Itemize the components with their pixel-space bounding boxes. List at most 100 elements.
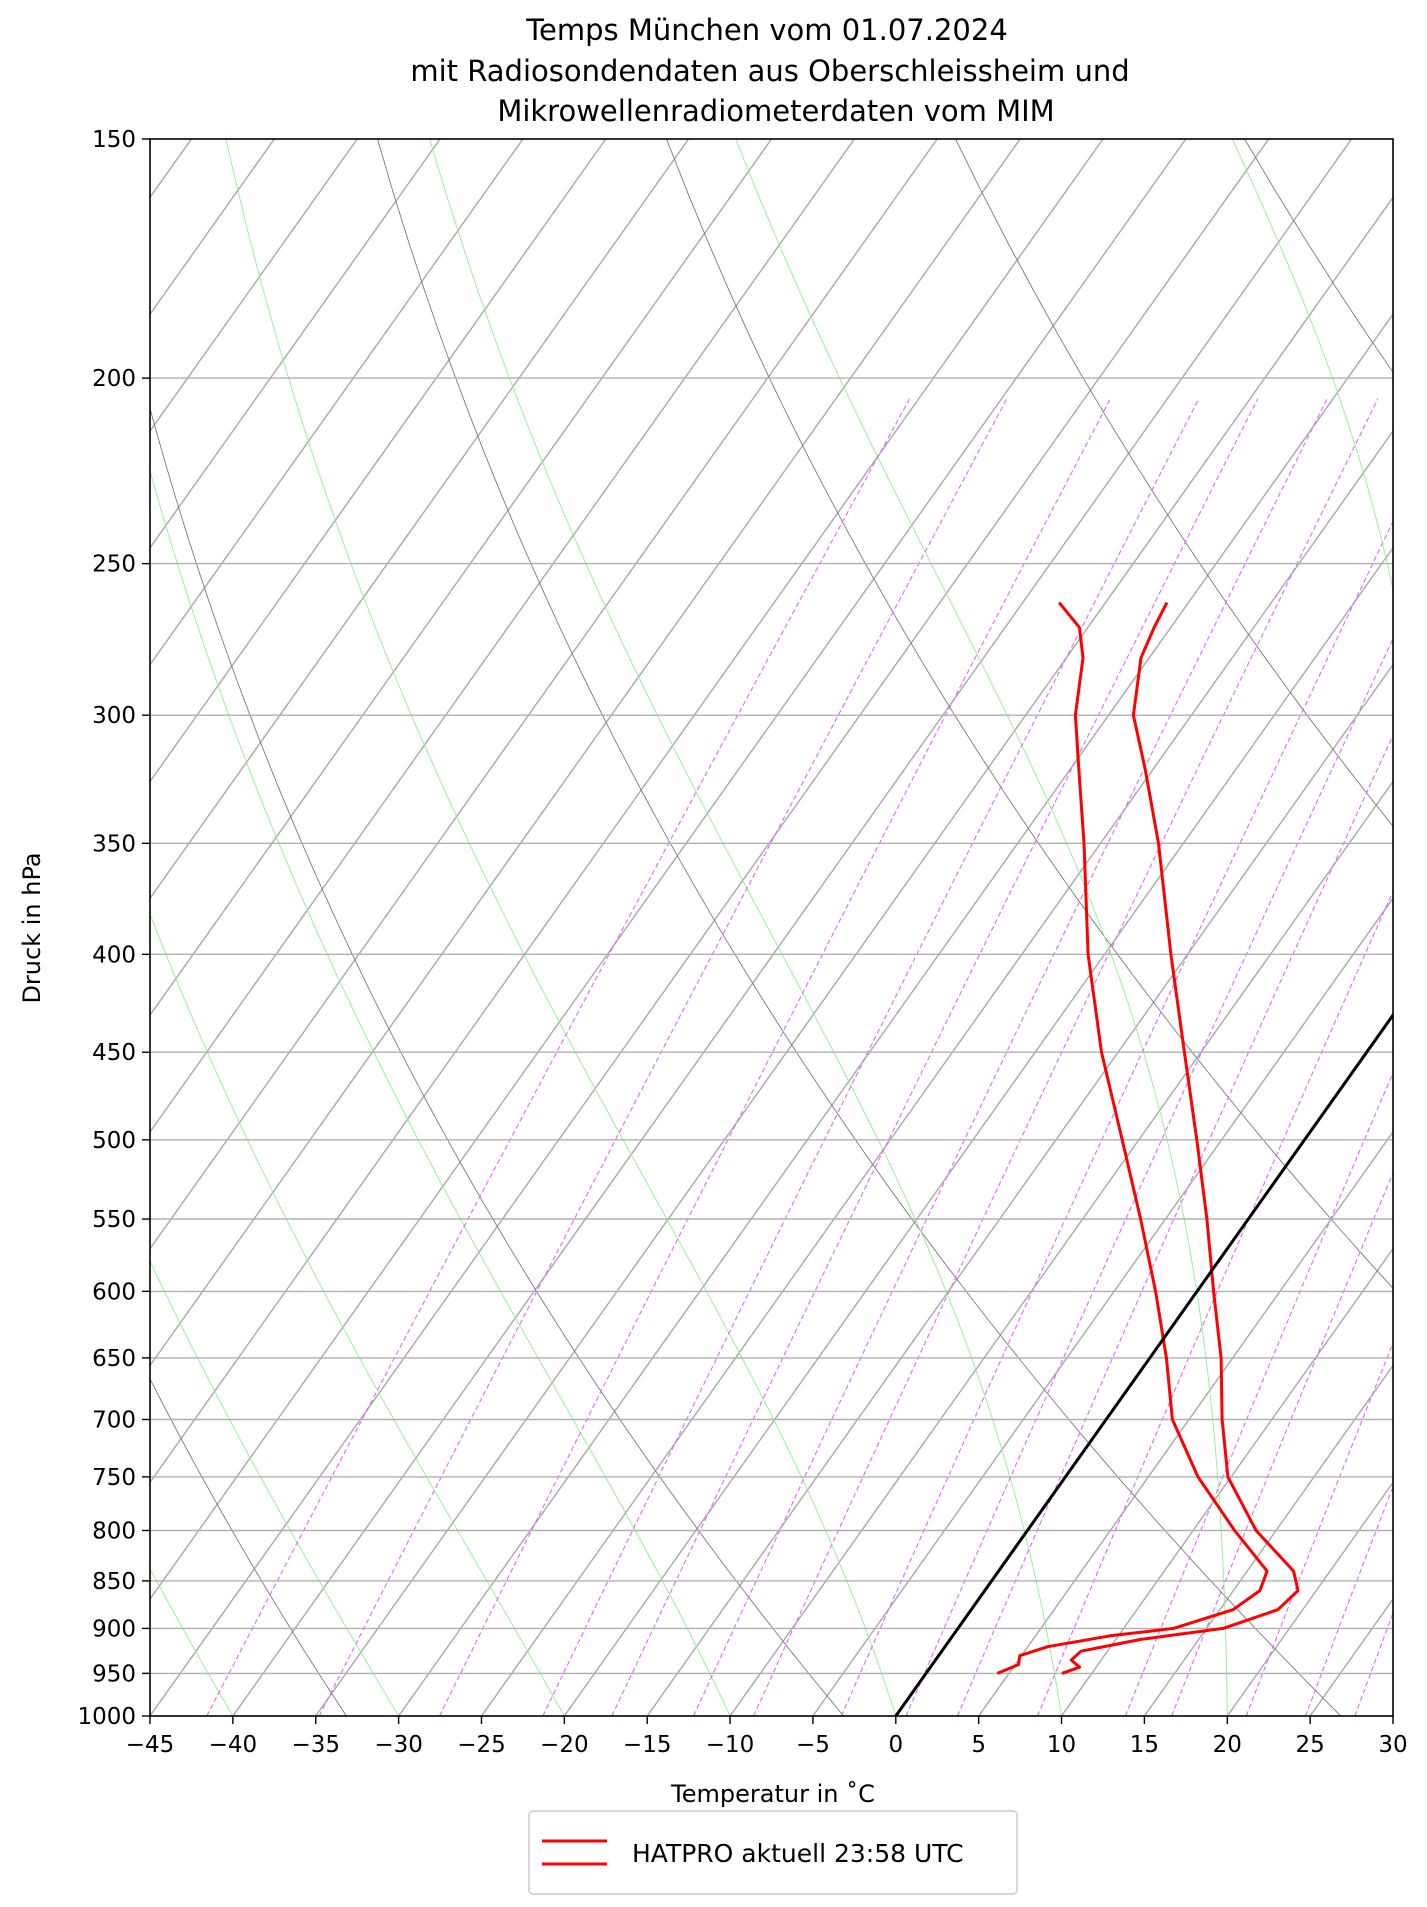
y-tick-label: 600 xyxy=(92,1279,136,1305)
x-tick-label: 0 xyxy=(888,1732,903,1758)
y-tick-label: 500 xyxy=(92,1128,136,1154)
moist-adiabat-line xyxy=(150,1568,234,1716)
y-tick-label: 1000 xyxy=(77,1704,136,1730)
chart-title: Temps München vom 01.07.2024 mit Radioso… xyxy=(410,13,1129,128)
y-tick-label: 750 xyxy=(92,1465,136,1491)
isotherm-line xyxy=(150,139,524,666)
moist-adiabat-line xyxy=(150,913,565,1716)
mixing-ratio-line xyxy=(1171,1171,1393,1716)
y-tick-label: 250 xyxy=(92,552,136,578)
legend-label: HATPRO aktuell 23:58 UTC xyxy=(632,1839,964,1868)
isotherm-line xyxy=(1143,1364,1393,1716)
dewpoint-profile-line xyxy=(996,601,1269,1675)
y-tick-label: 700 xyxy=(92,1408,136,1434)
background-reference-lines xyxy=(150,139,1427,1716)
dry-adiabat-line xyxy=(150,406,844,1716)
x-tick-label: 30 xyxy=(1378,1732,1407,1758)
x-tick-label: 20 xyxy=(1213,1732,1242,1758)
mixing-ratio-line xyxy=(542,398,1200,1716)
x-tick-label: 5 xyxy=(971,1732,986,1758)
x-axis-label: Temperatur in ˚C xyxy=(670,1780,875,1808)
isotherm-line xyxy=(150,139,607,783)
isotherm-line xyxy=(150,139,1187,1601)
x-tick-label: −20 xyxy=(540,1732,589,1758)
isotherm-line xyxy=(646,663,1393,1716)
moist-adiabat-line xyxy=(150,469,731,1716)
mixing-ratio-line xyxy=(611,398,1259,1716)
y-tick-label: 800 xyxy=(92,1519,136,1545)
x-tick-label: −35 xyxy=(291,1732,340,1758)
isotherm-line xyxy=(978,1130,1393,1716)
isotherm-line xyxy=(150,139,773,1017)
y-axis-label: Druck in hPa xyxy=(18,852,46,1003)
y-tick-label: 350 xyxy=(92,831,136,857)
isotherm-line xyxy=(232,139,1353,1716)
moist-adiabat-line xyxy=(150,1260,399,1716)
isotherm-line xyxy=(150,139,690,900)
x-tick-label: −30 xyxy=(374,1732,423,1758)
isotherm-line xyxy=(315,196,1393,1716)
profile-lines xyxy=(894,601,1393,1716)
mixing-ratio-line xyxy=(318,398,1008,1716)
y-tick-label: 300 xyxy=(92,703,136,729)
mixing-ratio-line xyxy=(439,398,1111,1716)
x-tick-label: −5 xyxy=(796,1732,830,1758)
mixing-ratio-line xyxy=(1397,399,1427,1716)
x-tick-label: 10 xyxy=(1047,1732,1076,1758)
isotherm-line xyxy=(729,780,1393,1716)
x-axis-ticks: −45 −40 −35 −30 −25 −20 −15 −10 −5 0 5 10 15 20 25 30 xyxy=(126,1716,1408,1758)
y-tick-label: 950 xyxy=(92,1661,136,1687)
y-tick-label: 150 xyxy=(92,127,136,153)
y-tick-label: 900 xyxy=(92,1616,136,1642)
isotherm-line xyxy=(1060,1247,1393,1716)
plot-frame xyxy=(149,138,1394,1717)
moist-adiabat-line xyxy=(429,139,1062,1716)
mixing-ratio-line xyxy=(1036,890,1393,1716)
isotherm-line xyxy=(812,897,1393,1716)
x-tick-label: −45 xyxy=(126,1732,175,1758)
isotherm-line xyxy=(480,429,1393,1716)
moist-adiabat-line xyxy=(735,139,1228,1716)
x-tick-label: −25 xyxy=(457,1732,506,1758)
isotherm-line xyxy=(563,546,1393,1716)
mixing-ratio-line xyxy=(753,398,1379,1716)
chart-title-line-1: Temps München vom 01.07.2024 xyxy=(525,13,1008,47)
x-tick-label: −10 xyxy=(706,1732,755,1758)
x-tick-label: −15 xyxy=(623,1732,672,1758)
isotherm-line xyxy=(150,139,1021,1367)
isotherm-line xyxy=(895,1013,1393,1716)
chart-title-line-2: mit Radiosondendaten aus Oberschleisshei… xyxy=(410,54,1129,88)
mixing-ratio-line xyxy=(206,398,911,1716)
pressure-gridlines xyxy=(150,377,1393,1675)
x-tick-label: −40 xyxy=(209,1732,258,1758)
y-tick-label: 200 xyxy=(92,366,136,392)
temperature-profile-line xyxy=(1061,601,1300,1675)
mixing-ratio-line xyxy=(840,520,1393,1716)
mixing-ratio-line xyxy=(1354,1611,1393,1716)
moist-adiabat-line xyxy=(1231,139,1393,1716)
mixing-ratio-line xyxy=(1245,1341,1393,1716)
isotherm-line xyxy=(150,139,1104,1484)
isotherm-line xyxy=(150,139,938,1250)
y-tick-label: 850 xyxy=(92,1569,136,1595)
mixing-ratio-line xyxy=(693,398,1328,1716)
y-tick-label: 400 xyxy=(92,942,136,968)
isotherm-line xyxy=(150,139,855,1134)
isotherm-line xyxy=(1392,1714,1393,1716)
isotherm-line xyxy=(150,139,358,433)
x-tick-label: 25 xyxy=(1295,1732,1324,1758)
isotherm-line xyxy=(150,139,441,550)
dry-adiabat-line xyxy=(377,139,1342,1716)
dry-adiabat-line xyxy=(150,1378,347,1716)
y-tick-label: 650 xyxy=(92,1346,136,1372)
dry-adiabat-line xyxy=(666,139,1393,1289)
chart-title-line-3: Mikrowellenradiometerdaten vom MIM xyxy=(497,94,1054,128)
y-tick-label: 550 xyxy=(92,1207,136,1233)
dry-adiabat-line xyxy=(955,139,1393,827)
moist-adiabat-line xyxy=(225,139,897,1716)
mixing-ratio-line xyxy=(905,637,1393,1716)
x-tick-label: 15 xyxy=(1130,1732,1159,1758)
mixing-ratio-line xyxy=(956,734,1393,1716)
legend: HATPRO aktuell 23:58 UTC xyxy=(528,1810,1018,1895)
